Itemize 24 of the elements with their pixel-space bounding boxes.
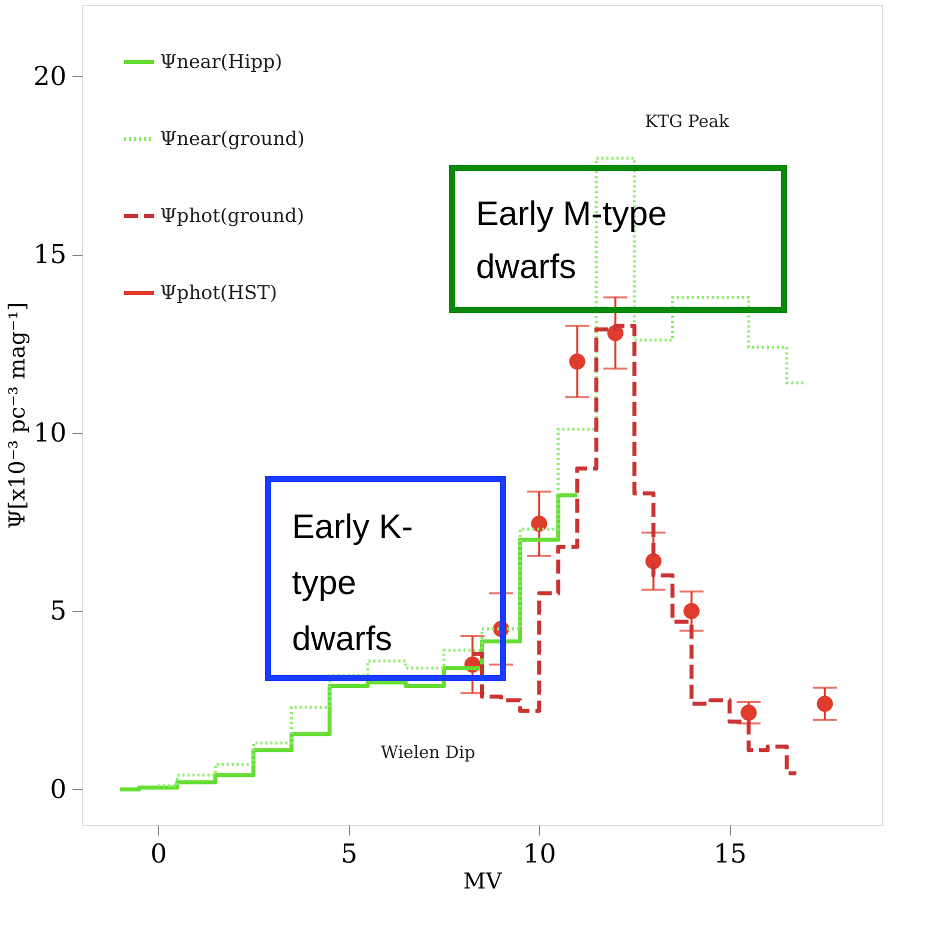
legend-label: Ψphot(HST) <box>160 282 278 304</box>
annotation: KTG Peak <box>644 112 730 132</box>
annotation: Early K-type dwarfs <box>292 508 413 658</box>
y-tick-label: 15 <box>33 240 66 270</box>
legend-label: Ψnear(ground) <box>160 128 305 150</box>
x-tick-label: 15 <box>714 840 747 870</box>
y-tick-label: 10 <box>33 418 66 448</box>
point <box>569 353 586 370</box>
annotation: Early M-type dwarfs <box>476 195 667 286</box>
point <box>531 516 548 532</box>
x-tick-label: 5 <box>340 840 358 870</box>
point <box>683 603 700 620</box>
x-tick-label: 10 <box>523 840 556 870</box>
y-tick-label: 20 <box>33 62 66 92</box>
point <box>740 704 757 721</box>
annotation: Wielen Dip <box>380 743 476 763</box>
y-tick-label: 5 <box>50 596 66 627</box>
legend-label: Ψnear(Hipp) <box>160 51 282 73</box>
y-tick-label: 0 <box>50 774 66 805</box>
legend-label: Ψphot(ground) <box>160 205 304 227</box>
x-axis-title: MV <box>463 870 503 894</box>
x-tick-label: 0 <box>150 840 167 870</box>
point <box>816 696 833 712</box>
y-axis-title: Ψ[x10⁻³ pc⁻³ mag⁻¹] <box>5 302 30 529</box>
